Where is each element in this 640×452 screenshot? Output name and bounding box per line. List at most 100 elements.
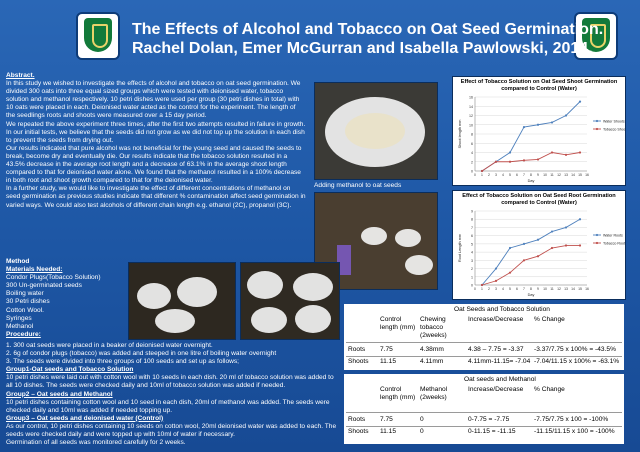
- x-tick-label: 14: [571, 287, 575, 291]
- table-header-cell: % Change: [534, 316, 565, 323]
- data-point: [550, 151, 554, 154]
- y-tick-label: 6: [471, 234, 473, 238]
- y-tick-label: 2: [471, 267, 473, 271]
- table-cell: -7.04/11.15 x 100% = -63.1%: [534, 358, 620, 365]
- legend-label: Tobacco Roots: [603, 241, 625, 245]
- x-axis-label: Day: [528, 293, 535, 297]
- photo-adding-methanol: [314, 192, 438, 290]
- x-tick-label: 10: [543, 173, 547, 177]
- data-point: [494, 279, 498, 282]
- photo-caption: Adding methanol to oat seeds: [314, 182, 402, 189]
- legend-marker: [595, 127, 599, 131]
- table-cell: Roots: [348, 416, 366, 423]
- y-tick-label: 1: [471, 275, 473, 279]
- table-cell: -7.75/7.75 x 100 = -100%: [534, 416, 609, 423]
- data-point: [508, 246, 512, 250]
- materials-list: Condor Plugs(Tobacco Solution) 300 Un-ger…: [6, 274, 126, 331]
- x-tick-label: 0: [474, 287, 476, 291]
- group3-text: As our control, 10 petri dishes containi…: [6, 422, 337, 439]
- materials-item: Methanol: [6, 322, 34, 330]
- x-tick-label: 5: [509, 287, 511, 291]
- photo-prepared-dishes: [128, 262, 236, 340]
- data-point: [578, 218, 582, 221]
- x-axis-label: Day: [528, 179, 535, 183]
- y-axis-label: Shoot length mm: [458, 120, 462, 149]
- legend-label: Water Roots: [603, 233, 623, 237]
- data-point: [522, 259, 526, 262]
- chart-title: Effect of Tobacco Solution on Oat Seed S…: [460, 79, 618, 92]
- y-tick-label: 9: [471, 210, 473, 214]
- chart-title: Effect of Tobacco Solution on Oat Seed R…: [462, 193, 616, 206]
- x-tick-label: 4: [502, 287, 504, 291]
- title-line-1: The Effects of Alcohol and Tobacco on Oa…: [132, 21, 604, 38]
- data-point: [522, 242, 526, 245]
- series-line: [481, 245, 580, 286]
- table-cell: -11.15/11.15 x 100 = -100%: [534, 428, 615, 435]
- data-point: [536, 255, 540, 258]
- table-header-cell: Increase/Decrease: [468, 316, 524, 323]
- y-tick-label: 10: [469, 123, 473, 127]
- table-header-cell: Methanol (2weeks): [420, 386, 448, 401]
- y-tick-label: 7: [471, 226, 473, 230]
- table-header-cell: Control length (mm): [380, 386, 416, 401]
- title-line-2: Rachel Dolan, Emer McGurran and Isabella…: [132, 40, 593, 57]
- materials-item: 300 Un-germinated seeds: [6, 282, 82, 290]
- table-cell: 11.15: [380, 428, 397, 435]
- closing-text: Germination of all seeds was monitored c…: [6, 439, 186, 447]
- abstract-heading: Abstract.: [6, 72, 35, 79]
- y-tick-label: 8: [471, 218, 473, 222]
- data-point: [494, 267, 498, 270]
- y-tick-label: 3: [471, 259, 473, 263]
- table-header-cell: % Change: [534, 386, 565, 393]
- shoot-germination-chart: Effect of Tobacco Solution on Oat Seed S…: [452, 76, 626, 186]
- method-heading: Method: [6, 258, 30, 265]
- series-line: [481, 101, 581, 172]
- data-point: [508, 271, 512, 274]
- materials-item: Condor Plugs(Tobacco Solution): [6, 274, 101, 282]
- poster-title: The Effects of Alcohol and Tobacco on Oa…: [132, 20, 603, 58]
- table-rule: [346, 426, 622, 427]
- photo-petri-dishes-seeds: [314, 82, 438, 180]
- data-point: [536, 238, 540, 241]
- table-cell: 7.75: [380, 346, 393, 353]
- abstract-paragraph-1: In this study we wished to investigate t…: [6, 80, 301, 120]
- procedure-step-1: 1. 300 oat seeds were placed in a beaker…: [6, 342, 213, 349]
- x-tick-label: 13: [564, 287, 568, 291]
- table-cell: 0-11.15 = -11.15: [468, 428, 516, 435]
- x-tick-label: 16: [585, 287, 589, 291]
- x-tick-label: 12: [557, 173, 561, 177]
- table-cell: 4.11mm: [420, 358, 444, 365]
- materials-heading: Materials Needed:: [6, 266, 63, 274]
- legend-marker: [595, 241, 599, 245]
- abstract-paragraph-3: Our results indicated that pure alcohol …: [6, 144, 302, 185]
- data-point: [550, 121, 554, 124]
- table-caption: Oat Seeds and Tobacco Solution: [454, 306, 550, 313]
- crest-shield-icon: [582, 18, 610, 52]
- data-point: [480, 283, 484, 287]
- y-tick-label: 12: [469, 114, 473, 118]
- materials-item: 30 Petri dishes: [6, 298, 50, 306]
- procedure-heading: Procedure:: [6, 330, 41, 338]
- x-tick-label: 2: [488, 173, 490, 177]
- x-tick-label: 11: [550, 287, 554, 291]
- x-tick-label: 4: [502, 173, 504, 177]
- table-caption: Oat seeds and Methanol: [464, 376, 536, 383]
- legend-marker: [595, 233, 599, 237]
- x-tick-label: 10: [543, 287, 547, 291]
- methanol-results-table: Oat seeds and Methanol Control length (m…: [344, 374, 624, 444]
- table-header-cell: Increase/Decrease: [468, 386, 524, 393]
- group3-heading: Group3 – Oat seeds and deionised water (…: [6, 414, 164, 422]
- crest-shield-icon: [84, 18, 112, 52]
- data-point: [536, 158, 540, 161]
- series-line: [481, 218, 581, 286]
- data-point: [480, 169, 484, 173]
- procedure-step-3: 3. The seeds were divided into three gro…: [6, 358, 240, 366]
- data-point: [522, 159, 526, 162]
- table-rule: [346, 412, 622, 413]
- school-crest-logo-left: [76, 12, 120, 60]
- y-tick-label: 8: [471, 133, 473, 137]
- table-cell: 4.38 – 7.75 = -3.37: [468, 346, 524, 353]
